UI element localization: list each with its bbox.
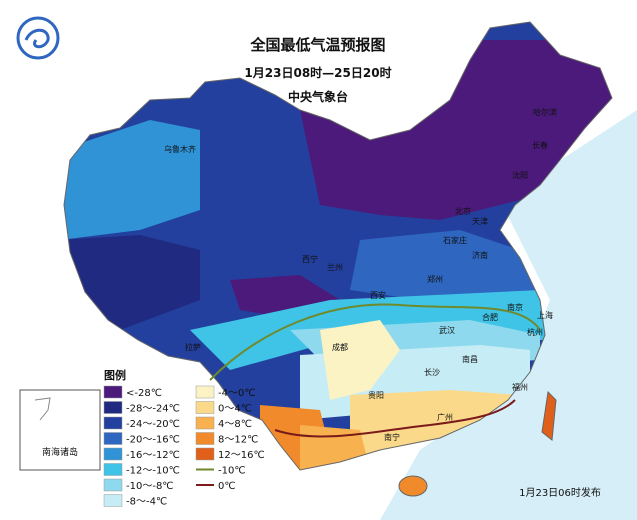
legend-swatch <box>195 416 215 430</box>
city-label: 武汉 <box>439 325 455 335</box>
legend-swatch <box>195 401 215 414</box>
legend-swatch <box>103 463 123 476</box>
subtitle: 1月23日08时—25日20时 <box>244 65 391 80</box>
city-label: 上海 <box>537 310 553 320</box>
legend-label: 0℃ <box>218 481 236 492</box>
legend-label: <-28℃ <box>126 388 162 399</box>
legend-label: -10℃ <box>218 466 246 477</box>
isotherm-0 <box>274 399 516 438</box>
legend-swatch <box>195 447 215 461</box>
legend-label: -28～-24℃ <box>126 404 180 415</box>
legend-label: -24～-20℃ <box>126 419 180 430</box>
legend-label: -16～-12℃ <box>126 450 180 461</box>
legend-swatch <box>103 494 123 507</box>
logo <box>16 16 60 60</box>
legend-swatch <box>195 385 215 399</box>
city-label: 南京 <box>507 302 523 312</box>
legend-swatch <box>103 401 123 414</box>
footer: 1月23日06时发布 <box>519 486 601 499</box>
city-label: 成都 <box>332 342 348 352</box>
city-label: 哈尔滨 <box>533 107 557 117</box>
zone <box>64 120 200 240</box>
inset-box <box>19 389 101 471</box>
legend-label: -20～-16℃ <box>126 435 180 446</box>
city-label: 西安 <box>370 290 386 300</box>
legend-swatch <box>103 478 123 492</box>
legend: <-28℃ -28～-24℃ -24～-20℃ -20～-16℃ -16～-12℃ -12… <box>103 385 265 508</box>
legend-label: -4～0℃ <box>218 388 256 399</box>
city-label: 沈阳 <box>512 170 528 180</box>
title: 全国最低气温预报图 <box>249 36 385 54</box>
city-label: 西宁 <box>302 254 318 264</box>
legend-swatch <box>103 416 123 430</box>
city-label: 郑州 <box>427 274 443 284</box>
hainan <box>398 475 428 497</box>
legend-swatch <box>195 432 215 445</box>
city-label: 长沙 <box>424 367 440 377</box>
city-label: 合肥 <box>482 312 498 322</box>
legend-label: 4～8℃ <box>218 419 252 430</box>
city-label: 兰州 <box>327 262 343 272</box>
legend-swatch <box>103 385 123 399</box>
legend-title: 图例 <box>104 368 126 382</box>
city-label: 北京 <box>455 206 471 216</box>
city-label: 济南 <box>472 250 488 260</box>
city-label: 拉萨 <box>185 342 201 352</box>
legend-label: 0～4℃ <box>218 404 252 415</box>
city-label: 贵阳 <box>368 390 384 400</box>
city-label: 南昌 <box>462 354 478 364</box>
issuer: 中央气象台 <box>288 89 348 104</box>
zone <box>320 320 400 400</box>
legend-swatch <box>103 447 123 461</box>
inset-coast <box>34 397 51 421</box>
legend-label: 8～12℃ <box>218 435 258 446</box>
legend-label: -12～-10℃ <box>126 466 180 477</box>
isotherm-minus10 <box>209 303 541 381</box>
city-label: 杭州 <box>527 327 543 337</box>
legend-label: -8～-4℃ <box>126 497 167 508</box>
city-label: 乌鲁木齐 <box>164 144 196 154</box>
zone <box>350 230 540 300</box>
city-label: 南宁 <box>384 432 400 442</box>
city-label: 天津 <box>472 216 488 226</box>
city-label: 福州 <box>512 383 528 392</box>
sea <box>380 110 637 520</box>
legend-label: -10～-8℃ <box>126 481 174 492</box>
logo-mark <box>24 28 50 49</box>
city-label: 石家庄 <box>443 235 467 245</box>
legend-swatch <box>103 432 123 445</box>
inset-label: 南海诸岛 <box>42 446 78 458</box>
legend-label: 12～16℃ <box>218 450 265 461</box>
city-label: 广州 <box>437 412 453 422</box>
taiwan <box>541 390 557 441</box>
city-label: 长春 <box>532 140 548 150</box>
zone <box>300 40 612 220</box>
